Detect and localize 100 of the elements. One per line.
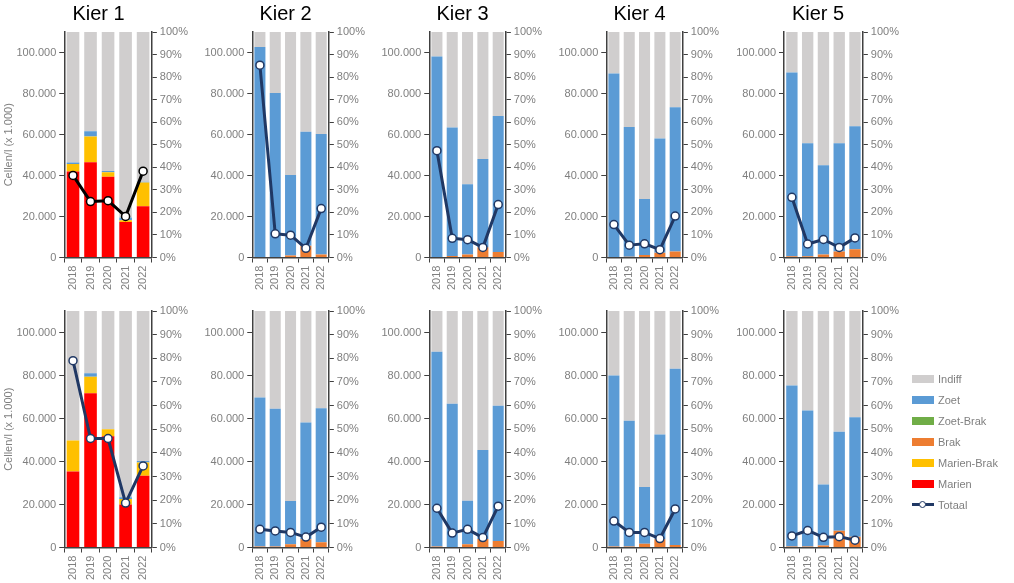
y2-tick-label: 20% xyxy=(513,493,537,506)
y2-tick-label: 90% xyxy=(513,327,537,340)
x-tick-label: 2018 xyxy=(784,555,797,581)
y2-tick-label: 0% xyxy=(159,250,176,263)
y-tick-label: 20.000 xyxy=(564,497,599,510)
y2-tick-label: 100% xyxy=(870,25,900,38)
y-tick-label: 20.000 xyxy=(22,209,57,222)
x-tick-label: 2020 xyxy=(816,265,829,291)
y2-tick-label: 70% xyxy=(513,92,537,105)
y2-tick-label: 50% xyxy=(870,137,894,150)
y2-tick-label: 80% xyxy=(870,351,894,364)
y2-tick-label: 10% xyxy=(690,228,714,241)
y-tick-label: 20.000 xyxy=(742,497,776,510)
y-tick-label: 80.000 xyxy=(22,86,57,99)
y-tick-label: 0 xyxy=(592,250,599,263)
y2-tick-label: 40% xyxy=(690,160,714,173)
x-tick-label: 2019 xyxy=(83,265,96,291)
y2-tick-label: 100% xyxy=(336,304,366,317)
y2-tick-label: 40% xyxy=(690,445,714,458)
y2-tick-label: 30% xyxy=(690,469,714,482)
x-tick-label: 2019 xyxy=(83,555,96,581)
y-tick-label: 80.000 xyxy=(564,368,599,381)
legend-label: Indiff xyxy=(938,372,962,385)
y-tick-label: 80.000 xyxy=(22,368,57,381)
y2-tick-label: 0% xyxy=(870,250,887,263)
y2-tick-label: 20% xyxy=(159,205,183,218)
y2-tick-label: 90% xyxy=(690,327,714,340)
y2-tick-label: 30% xyxy=(159,182,183,195)
y-tick-label: 40.000 xyxy=(22,454,57,467)
y2-tick-label: 80% xyxy=(513,70,537,83)
y2-tick-label: 100% xyxy=(690,25,720,38)
y2-tick-label: 40% xyxy=(159,160,183,173)
y-tick-label: 80.000 xyxy=(742,86,776,99)
x-tick-label: 2021 xyxy=(298,555,311,581)
x-tick-label: 2020 xyxy=(460,555,473,581)
x-tick-label: 2018 xyxy=(66,265,79,291)
y-tick-label: 100.000 xyxy=(381,45,422,58)
x-tick-label: 2021 xyxy=(832,555,845,581)
y2-tick-label: 50% xyxy=(159,137,183,150)
x-tick-label: 2018 xyxy=(606,265,619,291)
x-tick-label: 2019 xyxy=(268,555,281,581)
x-tick-label: 2022 xyxy=(314,555,327,581)
y2-tick-label: 20% xyxy=(690,493,714,506)
y2-tick-label: 40% xyxy=(870,160,894,173)
x-tick-label: 2020 xyxy=(283,265,296,291)
x-tick-label: 2022 xyxy=(848,555,861,581)
y2-tick-label: 60% xyxy=(690,398,714,411)
x-tick-label: 2021 xyxy=(652,555,665,581)
y-tick-label: 40.000 xyxy=(742,168,776,181)
y2-tick-label: 30% xyxy=(336,469,360,482)
y2-tick-label: 100% xyxy=(690,304,720,317)
y2-tick-label: 40% xyxy=(159,445,183,458)
x-tick-label: 2018 xyxy=(429,555,442,581)
x-tick-label: 2020 xyxy=(460,265,473,291)
x-tick-label: 2020 xyxy=(101,265,114,291)
y-tick-label: 0 xyxy=(50,540,57,553)
x-tick-label: 2020 xyxy=(283,555,296,581)
x-tick-label: 2022 xyxy=(668,265,681,291)
y2-tick-label: 20% xyxy=(159,493,183,506)
y2-tick-label: 90% xyxy=(870,47,894,60)
y2-tick-label: 90% xyxy=(159,327,183,340)
y2-tick-label: 80% xyxy=(336,70,360,83)
y2-tick-label: 50% xyxy=(870,422,894,435)
y-tick-label: 60.000 xyxy=(742,411,776,424)
y2-tick-label: 80% xyxy=(690,70,714,83)
y2-tick-label: 0% xyxy=(513,250,530,263)
chart-title: Kier 1 xyxy=(72,1,125,24)
x-tick-label: 2022 xyxy=(136,265,149,291)
y2-tick-label: 30% xyxy=(513,182,537,195)
y-tick-label: 40.000 xyxy=(564,168,599,181)
y-tick-label: 0 xyxy=(769,540,776,553)
y2-tick-label: 80% xyxy=(159,70,183,83)
legend-label: Totaal xyxy=(938,498,968,511)
y2-tick-label: 100% xyxy=(513,25,543,38)
y2-tick-label: 30% xyxy=(159,469,183,482)
x-tick-label: 2020 xyxy=(637,555,650,581)
y-tick-label: 40.000 xyxy=(210,454,245,467)
y2-tick-label: 60% xyxy=(513,115,537,128)
y2-tick-label: 30% xyxy=(336,182,360,195)
y-tick-label: 40.000 xyxy=(22,168,57,181)
y2-tick-label: 80% xyxy=(336,351,360,364)
y-tick-label: 100.000 xyxy=(16,45,57,58)
y2-tick-label: 10% xyxy=(870,516,894,529)
y2-tick-label: 70% xyxy=(870,92,894,105)
x-tick-label: 2018 xyxy=(784,265,797,291)
y2-tick-label: 90% xyxy=(159,47,183,60)
y2-tick-label: 90% xyxy=(513,47,537,60)
y2-tick-label: 60% xyxy=(870,115,894,128)
y2-tick-label: 90% xyxy=(690,47,714,60)
y2-tick-label: 80% xyxy=(513,351,537,364)
x-tick-label: 2019 xyxy=(622,265,635,291)
y2-tick-label: 60% xyxy=(159,115,183,128)
y-tick-label: 100.000 xyxy=(558,325,599,338)
y-tick-label: 0 xyxy=(238,540,245,553)
y2-tick-label: 50% xyxy=(513,422,537,435)
y-tick-label: 0 xyxy=(592,540,599,553)
y2-tick-label: 70% xyxy=(336,374,360,387)
y2-tick-label: 10% xyxy=(336,516,360,529)
x-tick-label: 2019 xyxy=(445,555,458,581)
y-tick-label: 20.000 xyxy=(387,497,422,510)
